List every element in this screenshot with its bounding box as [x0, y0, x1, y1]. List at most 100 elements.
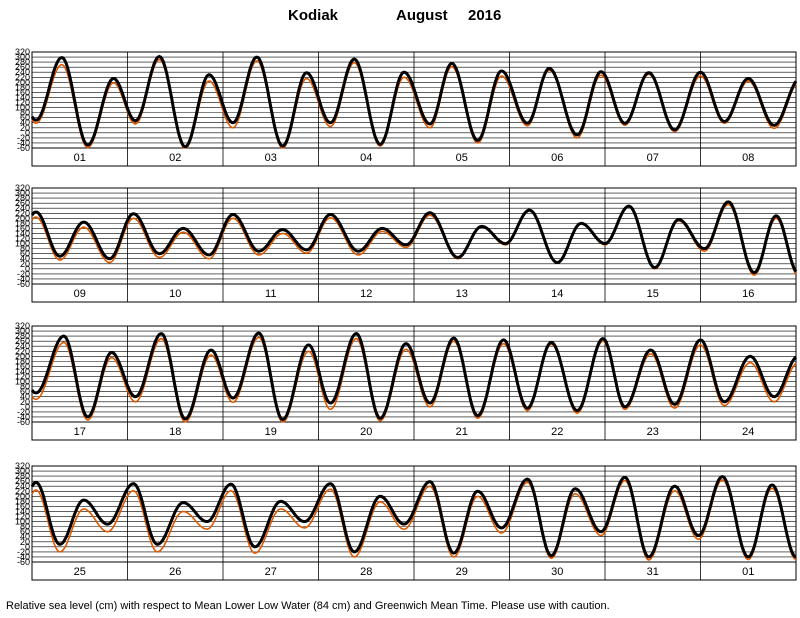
y-tick-label: 180 — [15, 496, 30, 506]
y-tick-label: -40 — [17, 412, 30, 422]
y-tick-label: 20 — [20, 259, 30, 269]
day-label: 05 — [456, 152, 468, 164]
panel-frame — [31, 187, 797, 303]
y-tick-label: 120 — [15, 372, 30, 382]
y-tick-label: 100 — [15, 239, 30, 249]
panel-frame — [31, 51, 797, 167]
day-label: 12 — [360, 288, 372, 300]
day-label: 18 — [169, 426, 181, 438]
y-tick-label: -60 — [17, 279, 30, 289]
y-tick-label: 220 — [15, 72, 30, 82]
day-label: 04 — [360, 152, 372, 164]
day-label: 17 — [74, 426, 86, 438]
day-label: 25 — [74, 566, 86, 578]
chart-panels: -60-40-200204060801001201401601802002202… — [15, 47, 798, 581]
day-label: 14 — [551, 288, 563, 300]
y-tick-label: 300 — [15, 326, 30, 336]
day-label: 26 — [169, 566, 181, 578]
y-tick-label: 20 — [20, 397, 30, 407]
y-tick-label: 160 — [15, 223, 30, 233]
y-tick-label: 280 — [15, 193, 30, 203]
y-tick-label: 260 — [15, 198, 30, 208]
day-label: 07 — [647, 152, 659, 164]
y-tick-label: -60 — [17, 143, 30, 153]
day-label: 10 — [169, 288, 181, 300]
chart-title-station: Kodiak — [288, 7, 339, 24]
y-tick-label: 40 — [20, 392, 30, 402]
y-tick-label: 60 — [20, 387, 30, 397]
y-tick-label: 100 — [15, 103, 30, 113]
day-label: 06 — [551, 152, 563, 164]
y-tick-label: 320 — [15, 461, 30, 471]
y-tick-label: 40 — [20, 118, 30, 128]
y-tick-label: -60 — [17, 417, 30, 427]
day-label: 09 — [74, 288, 86, 300]
y-tick-label: 160 — [15, 87, 30, 97]
day-label: 08 — [742, 152, 754, 164]
y-tick-label: 0 — [25, 402, 30, 412]
y-tick-label: 240 — [15, 341, 30, 351]
y-tick-label: 160 — [15, 361, 30, 371]
chart-panel: -60-40-200204060801001201401601802002202… — [15, 461, 797, 581]
observed-series-line — [30, 331, 798, 422]
y-tick-label: 120 — [15, 234, 30, 244]
panel-frame — [31, 325, 797, 441]
y-tick-label: 120 — [15, 512, 30, 522]
y-tick-label: 180 — [15, 356, 30, 366]
y-tick-label: 220 — [15, 346, 30, 356]
y-tick-label: 60 — [20, 113, 30, 123]
y-tick-label: 180 — [15, 218, 30, 228]
y-tick-label: -20 — [17, 269, 30, 279]
y-tick-label: 200 — [15, 491, 30, 501]
y-tick-label: 260 — [15, 336, 30, 346]
y-tick-label: 300 — [15, 188, 30, 198]
day-label: 13 — [456, 288, 468, 300]
y-tick-label: 60 — [20, 527, 30, 537]
observed-series-line — [30, 200, 798, 275]
y-tick-label: 320 — [15, 47, 30, 57]
y-tick-label: -40 — [17, 138, 30, 148]
chart-panel: -60-40-200204060801001201401601802002202… — [15, 183, 798, 303]
y-tick-label: 140 — [15, 92, 30, 102]
y-tick-label: 260 — [15, 476, 30, 486]
y-tick-label: 280 — [15, 471, 30, 481]
y-tick-label: 100 — [15, 377, 30, 387]
y-tick-label: 40 — [20, 254, 30, 264]
y-tick-label: 300 — [15, 466, 30, 476]
y-tick-label: -20 — [17, 407, 30, 417]
y-tick-label: 80 — [20, 244, 30, 254]
y-tick-label: 140 — [15, 366, 30, 376]
day-label: 02 — [169, 152, 181, 164]
panel-frame — [31, 465, 797, 581]
y-tick-label: 320 — [15, 321, 30, 331]
day-label: 11 — [265, 288, 276, 300]
day-label: 22 — [551, 426, 563, 438]
y-tick-label: 200 — [15, 77, 30, 87]
day-label: 28 — [360, 566, 372, 578]
y-tick-label: 80 — [20, 108, 30, 118]
y-tick-label: -20 — [17, 547, 30, 557]
y-tick-label: 280 — [15, 57, 30, 67]
chart-panel: -60-40-200204060801001201401601802002202… — [15, 47, 798, 167]
y-tick-label: 100 — [15, 517, 30, 527]
chart-title-month: August — [396, 7, 448, 24]
day-label: 01 — [742, 566, 754, 578]
day-label: 31 — [647, 566, 659, 578]
day-label: 27 — [265, 566, 277, 578]
y-tick-label: 200 — [15, 351, 30, 361]
day-label: 19 — [265, 426, 277, 438]
y-tick-label: 240 — [15, 203, 30, 213]
chart-panel: -60-40-200204060801001201401601802002202… — [15, 321, 798, 441]
day-label: 24 — [742, 426, 754, 438]
observed-series-line — [30, 54, 798, 149]
day-label: 20 — [360, 426, 372, 438]
y-tick-label: 40 — [20, 532, 30, 542]
y-tick-label: 240 — [15, 67, 30, 77]
day-label: 30 — [551, 566, 563, 578]
day-label: 03 — [265, 152, 277, 164]
day-label: 16 — [742, 288, 754, 300]
day-label: 29 — [456, 566, 468, 578]
y-tick-label: 280 — [15, 331, 30, 341]
y-tick-label: 200 — [15, 213, 30, 223]
